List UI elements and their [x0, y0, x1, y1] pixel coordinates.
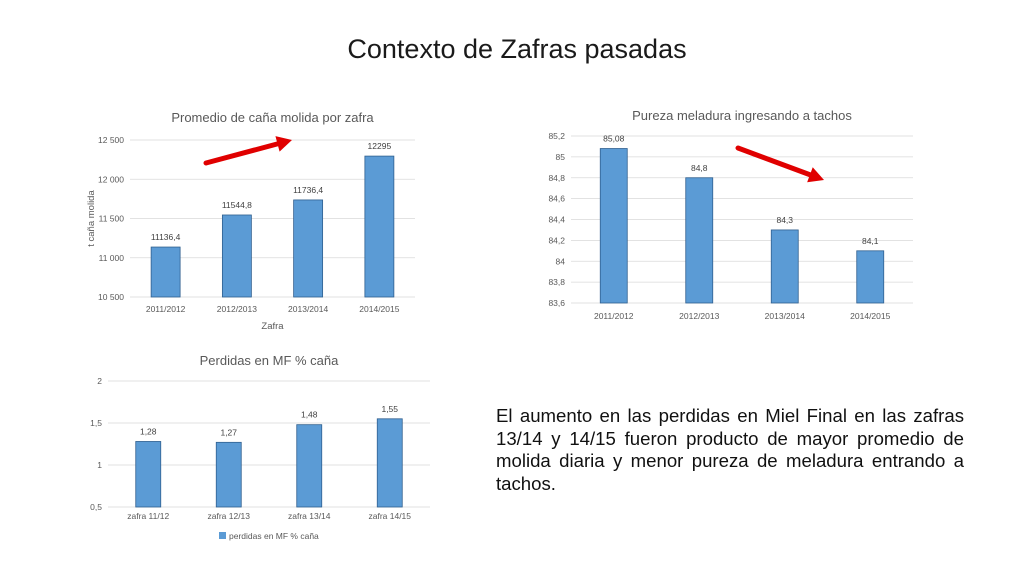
bar [770, 229, 799, 304]
y-tick-label: 0,5 [90, 502, 102, 512]
slide-title: Contexto de Zafras pasadas [347, 34, 687, 64]
chart-perdidas-mf: Perdidas en MF % caña 0,5 1 1,5 2 1,28 zafra 1… [90, 348, 435, 548]
bar [296, 424, 323, 508]
y-tick-label: 85 [556, 152, 566, 162]
y-tick-label: 10 500 [98, 292, 124, 302]
x-tick-label: zafra 12/13 [207, 511, 250, 521]
x-tick-label: zafra 13/14 [288, 511, 331, 521]
y-tick-label: 83,6 [548, 298, 565, 308]
data-label: 1,28 [140, 426, 157, 436]
bar [135, 441, 162, 508]
data-label: 84,1 [862, 236, 879, 246]
y-axis-title: t caña molida [86, 190, 97, 247]
bar [215, 441, 242, 508]
chart-title: Perdidas en MF % caña [200, 353, 340, 368]
y-tick-label: 12 000 [98, 174, 124, 184]
chart-cana-molida: Promedio de caña molida por zafra 10 500 1… [70, 100, 430, 340]
trend-arrow-icon [735, 145, 824, 183]
bar [293, 199, 324, 298]
bar [685, 177, 714, 304]
conclusion-text: El aumento en las perdidas en Miel Final… [496, 405, 964, 494]
data-label: 11736,4 [293, 185, 323, 195]
bar [856, 250, 885, 304]
chart-pureza-meladura: Pureza meladura ingresando a tachos 83,6 8… [528, 100, 918, 330]
bar [150, 246, 181, 298]
x-tick-label: 2011/2012 [146, 304, 186, 314]
data-label: 11136,4 [151, 232, 181, 242]
x-tick-label: zafra 11/12 [127, 511, 169, 521]
cana-svg: Promedio de caña molida por zafra 10 500 1… [86, 110, 415, 332]
y-tick-label: 84,4 [548, 215, 565, 225]
pureza-svg: Pureza meladura ingresando a tachos 83,6 8… [548, 108, 913, 321]
x-tick-label: 2012/2013 [679, 311, 719, 321]
chart-title: Pureza meladura ingresando a tachos [632, 108, 852, 123]
chart-title: Promedio de caña molida por zafra [171, 110, 374, 125]
data-label: 85,08 [603, 134, 625, 144]
bar [221, 214, 252, 298]
y-tick-label: 1,5 [90, 418, 102, 428]
x-tick-label: 2011/2012 [594, 311, 634, 321]
legend-label: perdidas en MF % caña [229, 531, 319, 541]
x-tick-label: 2013/2014 [765, 311, 805, 321]
data-label: 1,27 [220, 427, 237, 437]
legend: perdidas en MF % caña [219, 531, 319, 541]
y-tick-label: 84 [556, 256, 566, 266]
x-tick-label: 2012/2013 [217, 304, 257, 314]
y-tick-label: 1 [97, 460, 102, 470]
perdidas-svg: Perdidas en MF % caña 0,5 1 1,5 2 1,28 zafra 1… [90, 353, 430, 541]
data-label: 12295 [368, 141, 392, 151]
bar [599, 148, 628, 304]
x-tick-label: 2014/2015 [850, 311, 890, 321]
y-tick-label: 84,6 [548, 194, 565, 204]
data-label: 11544,8 [222, 200, 252, 210]
x-tick-label: 2013/2014 [288, 304, 328, 314]
y-tick-label: 12 500 [98, 135, 124, 145]
data-label: 1,48 [301, 410, 318, 420]
bar [364, 155, 395, 298]
legend-swatch [219, 532, 226, 539]
data-label: 84,3 [776, 215, 793, 225]
y-tick-label: 84,8 [548, 173, 565, 183]
y-tick-label: 84,2 [548, 235, 565, 245]
data-label: 84,8 [691, 163, 708, 173]
y-tick-label: 11 500 [99, 214, 125, 224]
trend-arrow-icon [203, 136, 292, 166]
y-tick-label: 11 000 [99, 253, 125, 263]
y-tick-label: 2 [97, 376, 102, 386]
bar [376, 418, 403, 508]
x-tick-label: 2014/2015 [359, 304, 399, 314]
x-tick-label: zafra 14/15 [368, 511, 411, 521]
data-label: 1,55 [381, 404, 398, 414]
y-tick-label: 83,8 [548, 277, 565, 287]
x-axis-title: Zafra [261, 321, 284, 332]
y-tick-label: 85,2 [548, 131, 565, 141]
